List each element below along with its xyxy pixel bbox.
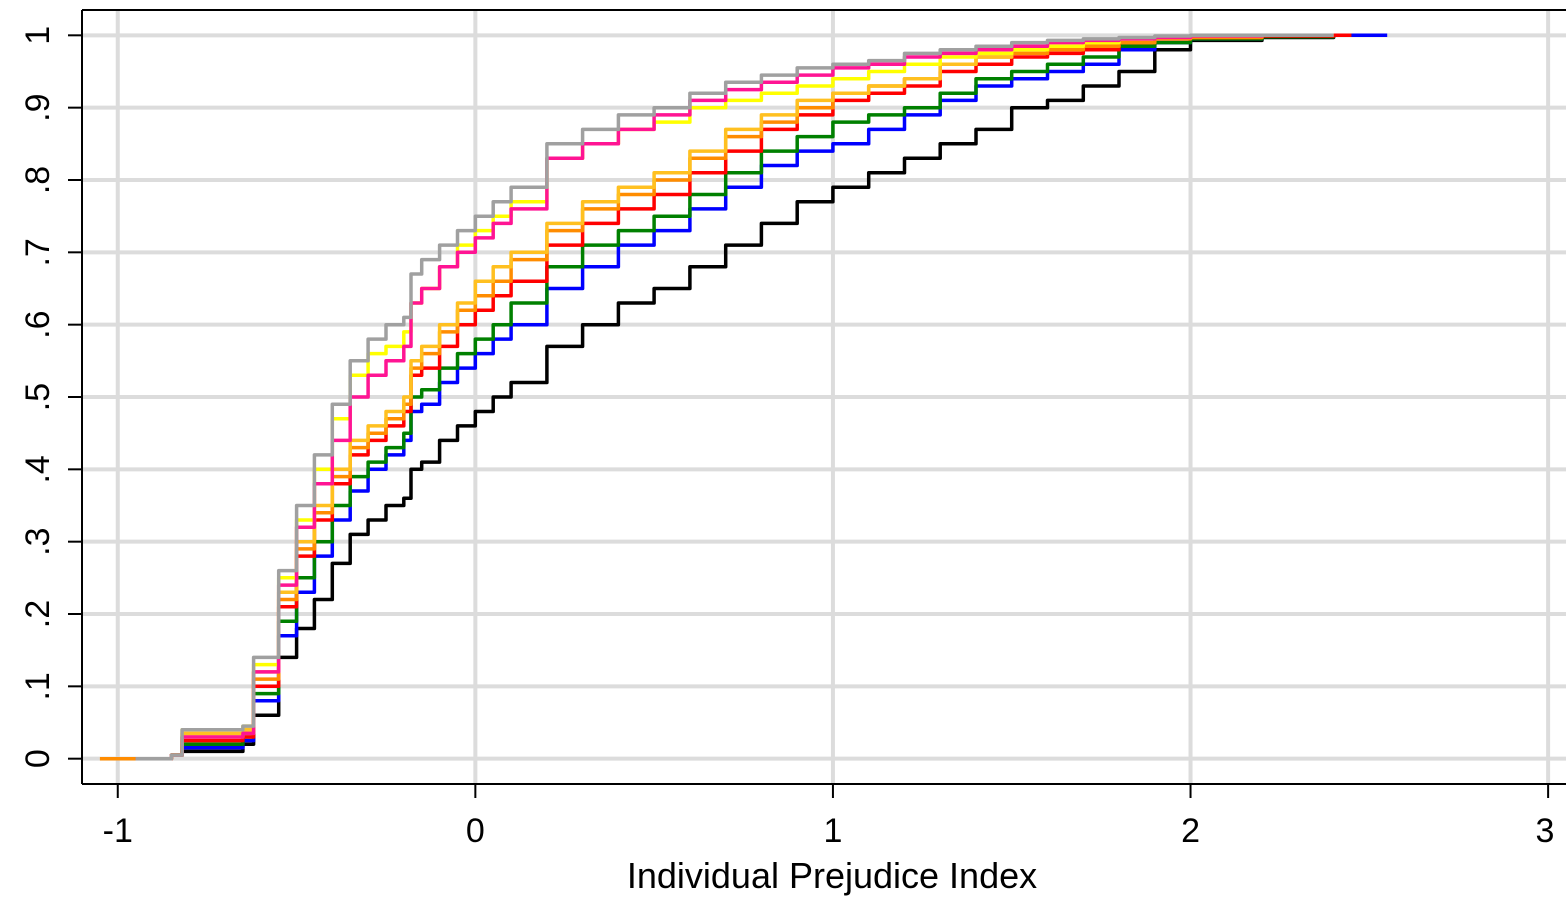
y-tick-label: .3 [19, 527, 57, 555]
y-tick-label: .8 [19, 166, 57, 194]
y-tick-label: .1 [19, 672, 57, 700]
y-tick-label: .4 [19, 455, 57, 483]
axes [68, 9, 1566, 798]
y-tick-label: .5 [19, 383, 57, 411]
x-tick-label: 3 [1536, 812, 1555, 850]
x-tick-label: 0 [466, 812, 485, 850]
x-axis-title: Individual Prejudice Index [627, 855, 1037, 896]
y-tick-label: .9 [19, 93, 57, 121]
grid-lines [82, 10, 1566, 784]
x-tick-label: 2 [1181, 812, 1200, 850]
series-line-9 [135, 33, 1334, 761]
series-lines [99, 33, 1388, 761]
x-tick-label: 1 [823, 812, 842, 850]
series-line-3 [135, 33, 1352, 761]
y-tick-label: .2 [19, 600, 57, 628]
x-tick-label: -1 [103, 812, 133, 850]
series-line-1 [135, 33, 1352, 761]
y-tick-label: .7 [19, 238, 57, 266]
y-tick-label: 1 [19, 26, 57, 45]
x-tick-labels: -1 0 1 2 3 [103, 812, 1555, 850]
y-tick-labels: 0 .1 .2 .3 .4 .5 .6 .7 .8 .9 1 [19, 26, 57, 768]
y-tick-label: .6 [19, 310, 57, 338]
y-tick-label: 0 [19, 749, 57, 768]
